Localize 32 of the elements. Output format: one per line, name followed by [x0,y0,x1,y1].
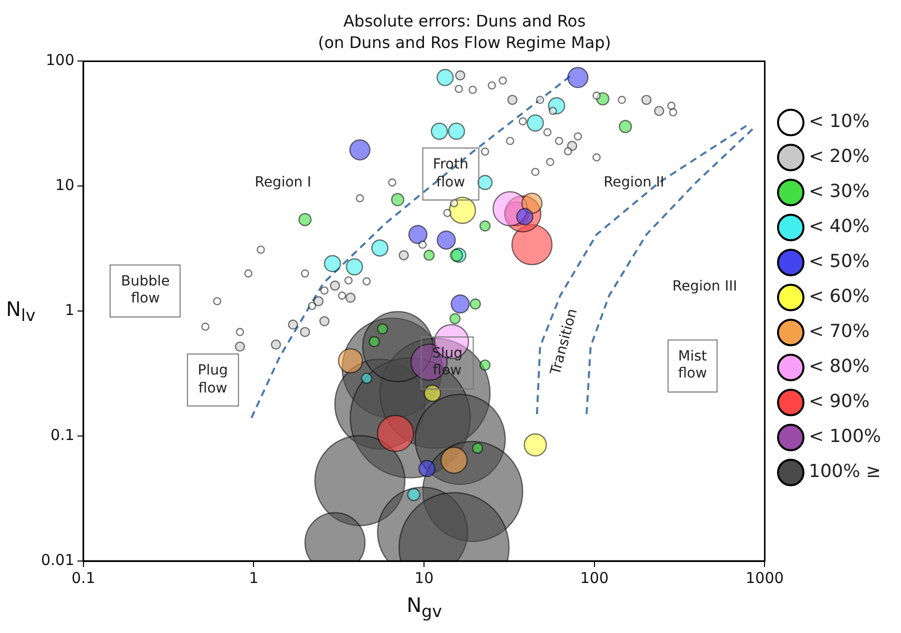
chart-subtitle: (on Duns and Ros Flow Regime Map) [318,32,612,52]
y-tick-label: 0.01 [40,550,74,569]
chart-title: Absolute errors: Duns and Ros [343,12,586,31]
y-axis-title: N$_{lv}$ [6,297,36,326]
y-tick-label: 1 [64,300,74,319]
x-tick-label: 10 [414,568,434,587]
x-axis-title: N$_{gv}$ [406,593,442,621]
annotation: Region I [254,174,312,192]
y-tick-label: 0.1 [50,426,74,444]
legend-label: < 10% [808,111,870,132]
y-tick-label: 100 [46,51,74,70]
annotation: Bubble flow [110,264,181,318]
legend-label: < 90% [808,391,870,412]
x-tick-label: 1000 [746,568,784,587]
legend-label: < 80% [808,356,870,378]
legend-label: < 70% [808,321,870,342]
x-tick-label: 100 [580,568,609,587]
x-tick-label: 0.1 [71,568,96,587]
annotation: Froth flow [422,148,480,201]
annotation: Region III [672,278,738,296]
y-tick-label: 10 [55,176,74,194]
annotation: Region II [604,174,664,192]
x-tick-label: 1 [248,568,259,587]
annotation: Plug flow [186,354,239,407]
legend-label: < 100% [808,426,881,448]
legend-label: 100% ≥ [808,461,881,482]
legend-label: < 40% [808,216,870,238]
legend-label: < 60% [808,286,870,308]
legend-label: < 20% [808,146,870,168]
legend-label: < 30% [808,181,870,202]
annotation: Mist flow [667,339,718,392]
legend-label: < 50% [808,251,870,272]
